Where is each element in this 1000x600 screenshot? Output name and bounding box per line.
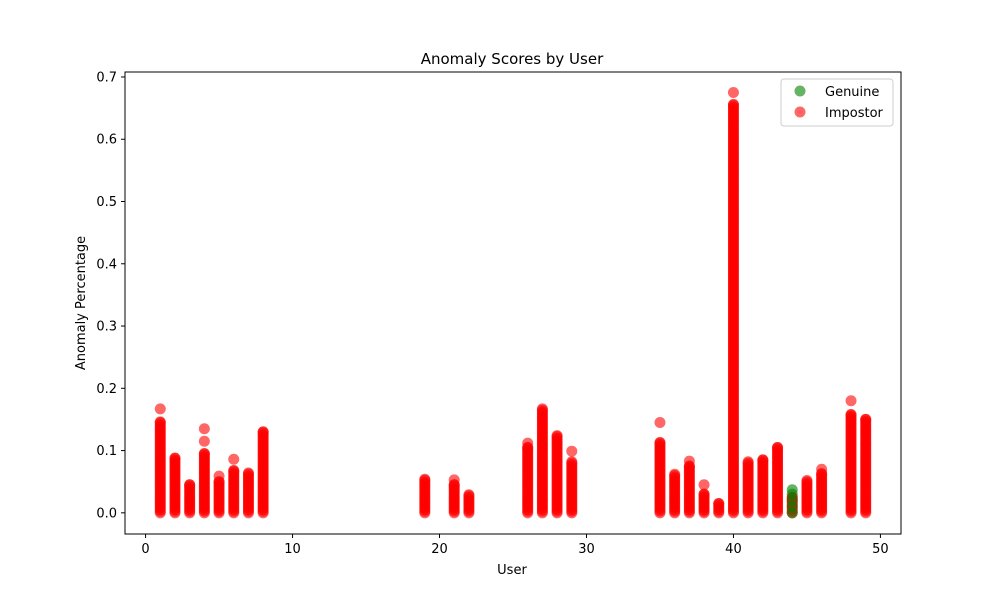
impostor-point — [845, 395, 857, 407]
impostor-point — [801, 474, 813, 486]
impostor-point — [463, 489, 475, 501]
impostor-point — [683, 455, 695, 467]
x-axis-label: User — [497, 563, 527, 578]
y-tick-label: 0.2 — [96, 382, 117, 397]
impostor-point — [522, 437, 534, 449]
impostor-point — [257, 426, 269, 438]
legend-label-impostor: Impostor — [825, 106, 884, 121]
impostor-point — [536, 403, 548, 415]
impostor-point — [213, 470, 225, 482]
impostor-point — [742, 456, 754, 468]
impostor-point — [551, 430, 563, 442]
impostor-point — [228, 453, 240, 465]
impostor-point — [654, 417, 666, 429]
x-axis: 0 10 20 30 40 50 — [141, 534, 889, 557]
impostor-point — [713, 497, 725, 509]
impostor-point — [154, 416, 166, 428]
impostor-point — [816, 463, 828, 475]
y-tick-label: 0.3 — [96, 320, 117, 335]
impostor-point — [566, 445, 578, 457]
y-tick-label: 0.7 — [96, 70, 117, 85]
y-tick-label: 0.4 — [96, 257, 117, 272]
x-tick-label: 30 — [578, 542, 595, 557]
legend-label-genuine: Genuine — [825, 85, 879, 100]
genuine-point — [786, 484, 798, 496]
impostor-point — [654, 436, 666, 448]
y-tick-label: 0.5 — [96, 195, 117, 210]
x-tick-label: 20 — [431, 542, 448, 557]
impostor-point — [698, 488, 710, 500]
impostor-point — [198, 435, 210, 447]
y-tick-label: 0.1 — [96, 444, 117, 459]
y-axis-label: Anomaly Percentage — [74, 236, 89, 370]
impostor-point — [845, 408, 857, 420]
impostor-point — [727, 87, 739, 99]
legend-marker-genuine — [794, 85, 806, 97]
impostor-point — [448, 474, 460, 486]
impostor-point — [184, 479, 196, 491]
y-axis: 0.0 0.1 0.2 0.3 0.4 0.5 0.6 0.7 — [96, 70, 125, 521]
legend: Genuine Impostor — [780, 78, 894, 127]
scatter-points — [154, 87, 872, 519]
legend-box — [780, 78, 894, 127]
y-tick-label: 0.6 — [96, 133, 117, 148]
impostor-point — [419, 473, 431, 485]
impostor-point — [198, 423, 210, 435]
impostor-point — [228, 464, 240, 476]
impostor-point — [772, 441, 784, 453]
chart-title: Anomaly Scores by User — [421, 50, 604, 68]
impostor-point — [757, 454, 769, 466]
impostor-point — [698, 479, 710, 491]
x-tick-label: 50 — [872, 542, 889, 557]
impostor-point — [727, 98, 739, 110]
x-tick-label: 10 — [284, 542, 301, 557]
impostor-point — [566, 456, 578, 468]
impostor-point — [669, 468, 681, 480]
legend-marker-impostor — [794, 106, 806, 118]
impostor-point — [860, 413, 872, 425]
impostor-point — [198, 448, 210, 460]
x-tick-label: 40 — [725, 542, 742, 557]
impostor-point — [169, 452, 181, 464]
y-tick-label: 0.0 — [96, 506, 117, 521]
impostor-point — [242, 467, 254, 479]
plot-frame — [124, 71, 902, 535]
x-tick-label: 0 — [141, 542, 149, 557]
impostor-point — [154, 403, 166, 415]
